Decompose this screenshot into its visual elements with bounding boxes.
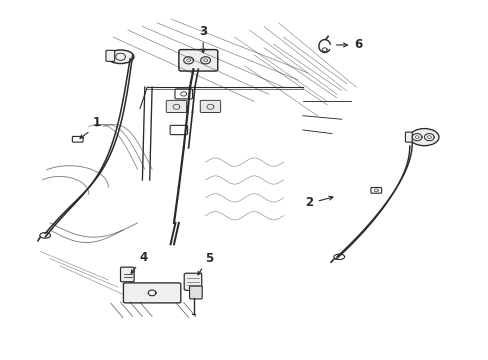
Text: 4: 4 [139, 251, 147, 264]
FancyBboxPatch shape [166, 100, 186, 112]
FancyBboxPatch shape [106, 50, 115, 62]
FancyBboxPatch shape [120, 267, 134, 282]
Text: 5: 5 [204, 252, 212, 265]
Text: 3: 3 [199, 25, 207, 38]
Ellipse shape [107, 50, 134, 64]
FancyBboxPatch shape [200, 100, 220, 112]
FancyBboxPatch shape [123, 283, 181, 303]
Text: 2: 2 [305, 196, 313, 210]
FancyBboxPatch shape [405, 132, 411, 142]
Text: 1: 1 [93, 116, 101, 129]
Ellipse shape [40, 233, 50, 238]
FancyBboxPatch shape [72, 136, 83, 142]
FancyBboxPatch shape [170, 125, 187, 135]
Text: 6: 6 [353, 39, 362, 51]
FancyBboxPatch shape [370, 188, 381, 193]
FancyBboxPatch shape [179, 50, 217, 71]
Ellipse shape [333, 254, 344, 260]
FancyBboxPatch shape [175, 89, 192, 99]
FancyBboxPatch shape [184, 273, 201, 291]
FancyBboxPatch shape [189, 286, 202, 299]
Ellipse shape [409, 129, 438, 146]
